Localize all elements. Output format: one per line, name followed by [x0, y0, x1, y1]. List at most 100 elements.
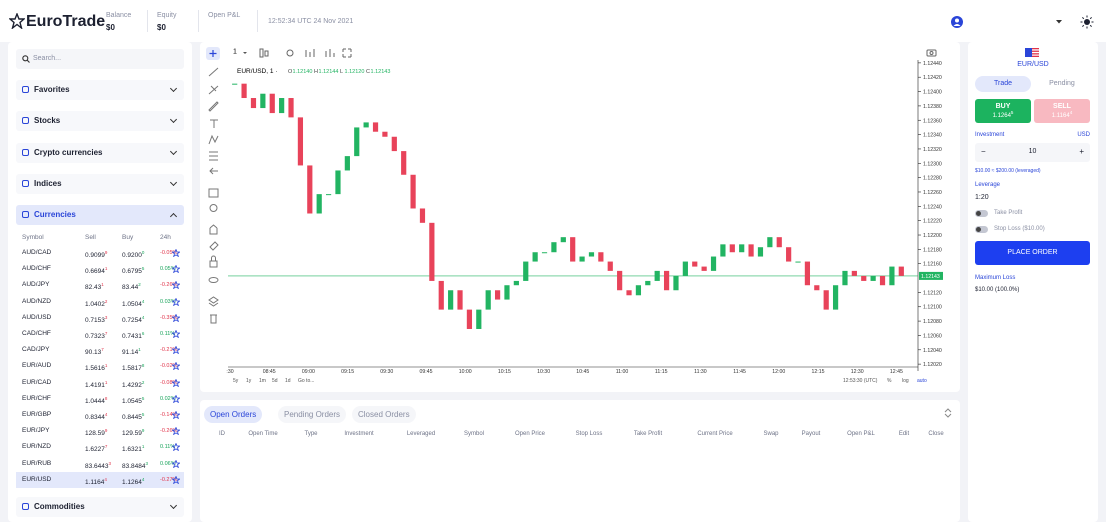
group-header[interactable]: Indices [16, 173, 184, 194]
favorite-star[interactable] [172, 378, 180, 387]
place-order-button[interactable]: PLACE ORDER [975, 241, 1090, 265]
buy-price: 83.442 [122, 277, 141, 296]
change: 0.02% [160, 395, 176, 402]
favorite-star[interactable] [172, 313, 180, 322]
orders-tab[interactable]: Pending Orders [278, 406, 347, 423]
price-pip: 3 [104, 314, 108, 320]
favorite-star[interactable] [172, 394, 180, 403]
favorite-star[interactable] [172, 297, 180, 306]
take-profit-toggle[interactable] [975, 210, 988, 217]
footer-option[interactable]: log [902, 378, 909, 384]
footer-option[interactable]: auto [917, 378, 927, 384]
minus-button[interactable]: − [981, 147, 986, 156]
price-main: 1.1264 [122, 478, 142, 486]
favorite-star[interactable] [172, 362, 180, 371]
favorite-star[interactable] [172, 443, 180, 452]
range-button[interactable]: 1d [285, 378, 291, 384]
currency-row[interactable]: AUD/JPY 82.431 83.442 -0.26% [16, 277, 184, 293]
candle-body [541, 252, 548, 254]
current-price-badge [919, 271, 943, 280]
favorite-star[interactable] [172, 427, 180, 436]
buy-price: 1.42922 [122, 375, 144, 394]
favorite-star[interactable] [172, 281, 180, 290]
favorite-star[interactable] [172, 411, 180, 419]
x-tick-label: 09:15 [341, 369, 354, 375]
interval[interactable]: 1 [233, 49, 237, 56]
favorite-star[interactable] [172, 475, 180, 484]
trade-tab[interactable]: Trade [975, 76, 1031, 92]
candle-body [710, 256, 717, 271]
favorite-star[interactable] [172, 249, 180, 257]
sell-price: 128.599 [85, 423, 107, 442]
currency-row[interactable]: EUR/RUB 83.64433 83.84843 0.06% [16, 456, 184, 472]
favorite-star[interactable] [172, 265, 180, 274]
currency-row[interactable]: AUD/NZD 1.04022 1.05044 0.03% [16, 294, 184, 310]
orders-column: Payout [801, 431, 821, 437]
currency-row[interactable]: EUR/CAD 1.41911 1.42922 -0.08% [16, 375, 184, 391]
orders-column: Leveraged [406, 431, 436, 437]
group-header[interactable]: Currencies [16, 205, 184, 225]
orders-tab[interactable]: Open Orders [204, 406, 263, 423]
symbol: AUD/JPY [22, 281, 50, 289]
orders-resize[interactable] [944, 408, 952, 418]
search-box[interactable]: Search... [16, 49, 184, 69]
currency-row[interactable]: AUD/CHF 0.66941 0.67955 0.05% [16, 261, 184, 277]
symbol: AUD/CHF [22, 265, 51, 273]
currency-row[interactable]: EUR/USD 1.11644 1.12644 -0.27% [16, 471, 184, 488]
divider [257, 10, 258, 32]
currency-row[interactable]: CAD/JPY 90.137 91.141 -0.21% [16, 342, 184, 358]
candle-body [410, 174, 416, 209]
price-main: 0.7153 [85, 316, 105, 324]
leverage-note: $10.00 ≈ $200.00 (leveraged) [975, 168, 1041, 174]
group-header[interactable]: Stocks [16, 111, 184, 132]
x-tick-label: 10:45 [576, 369, 589, 375]
ohlc-value: 1.12144 [319, 69, 339, 75]
group-header[interactable]: Commodities [16, 497, 184, 517]
orders-column: Open P&L [847, 431, 875, 437]
chart-panel: 1 EUR/USD, 1 · O 1.12140 H 1.12144 L 1.12120 C 1… [200, 42, 960, 392]
orders-tab[interactable]: Closed Orders [352, 406, 416, 423]
group-header[interactable]: Favorites [16, 80, 184, 100]
currency-row[interactable]: EUR/AUD 1.56161 1.58178 -0.02% [16, 358, 184, 374]
y-tick-label: 1.12380 [923, 104, 942, 110]
amount[interactable]: 10 [1028, 148, 1037, 155]
orders-column: Investment [344, 431, 374, 437]
candle-body [335, 170, 341, 195]
favorite-star[interactable] [172, 459, 180, 468]
range-button[interactable]: Go to... [298, 378, 314, 384]
star-shape [172, 346, 180, 355]
currency-row[interactable]: AUD/CAD 0.90999 0.92000 -0.05% [16, 245, 184, 261]
sell-price: 0.83444 [85, 407, 107, 426]
price-pip: 9 [104, 250, 108, 255]
footer-option[interactable]: % [887, 378, 892, 384]
theme-toggle[interactable] [1080, 15, 1094, 29]
currency-row[interactable]: EUR/JPY 128.599 129.599 -0.26% [16, 423, 184, 439]
buy-button[interactable]: BUY 1.12645 [975, 99, 1031, 123]
x-tick-label: 10:00 [459, 369, 472, 375]
stat-value: $0 [157, 23, 166, 32]
range-button[interactable]: 1m [259, 378, 266, 384]
account-select[interactable] [950, 15, 1070, 29]
y-tick-label: 1.12100 [923, 305, 942, 311]
currency-row[interactable]: AUD/USD 0.71533 0.72544 -0.35% [16, 310, 184, 326]
y-tick-label: 1.12240 [923, 204, 942, 210]
currency-row[interactable]: EUR/CHF 1.04448 1.05455 0.02% [16, 391, 184, 407]
pending-tab[interactable]: Pending [1049, 80, 1075, 87]
range-button[interactable]: 5d [272, 378, 278, 384]
favorite-star[interactable] [172, 330, 180, 338]
group-icon [22, 179, 29, 187]
stop-loss-toggle[interactable] [975, 226, 988, 233]
group-header[interactable]: Crypto currencies [16, 142, 184, 163]
sell-price: 0.73237 [85, 326, 107, 345]
range-button[interactable]: 5y [233, 378, 239, 384]
favorite-star[interactable] [172, 346, 180, 355]
currency-row[interactable]: EUR/GBP 0.83444 0.84455 -0.14% [16, 407, 184, 423]
group-icon [22, 211, 29, 218]
range-button[interactable]: 1y [246, 378, 252, 384]
y-tick-label: 1.12200 [923, 233, 942, 239]
plus-button[interactable]: + [1079, 147, 1084, 156]
currency-row[interactable]: EUR/NZD 1.62277 1.63211 0.11% [16, 439, 184, 455]
star-shape [172, 313, 180, 322]
currency-row[interactable]: CAD/CHF 0.73237 0.74316 0.11% [16, 326, 184, 342]
sell-button[interactable]: SELL 1.11644 [1034, 99, 1090, 123]
